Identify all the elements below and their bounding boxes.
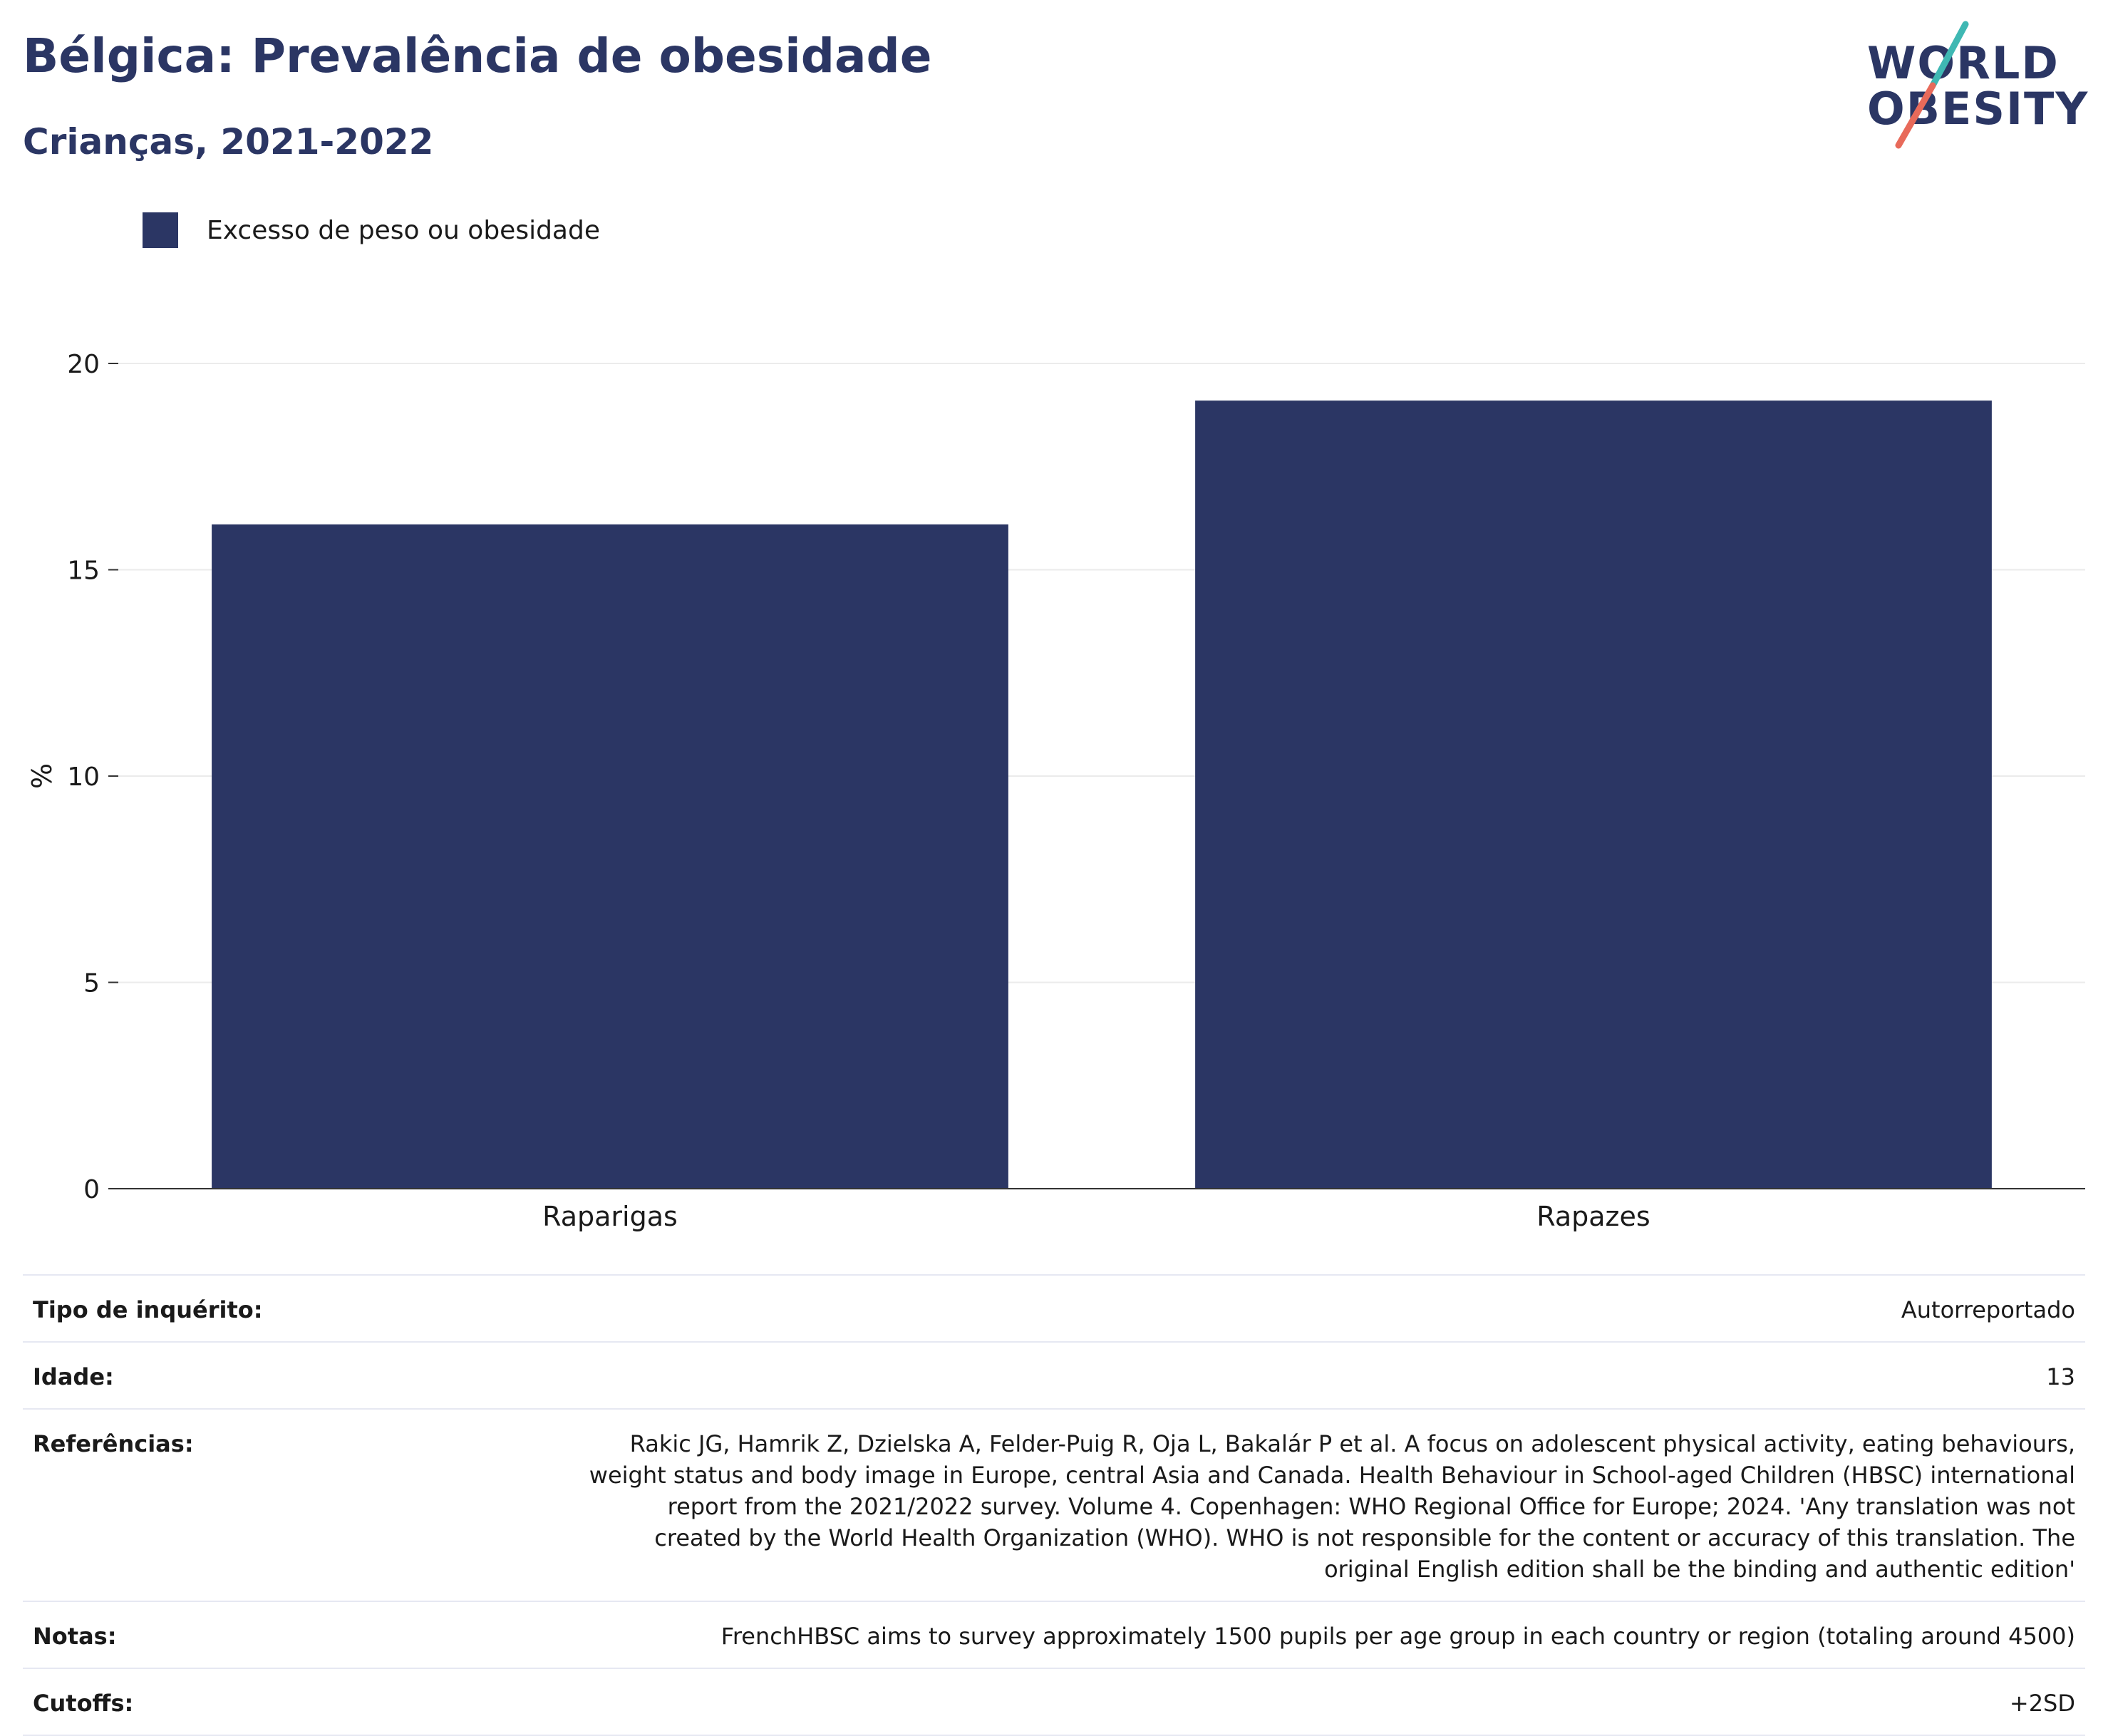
legend-swatch — [143, 212, 178, 248]
info-row-survey-type: Tipo de inquérito: Autorreportado — [23, 1276, 2085, 1343]
y-axis-label: % — [26, 763, 58, 789]
info-label: Cutoffs: — [33, 1690, 134, 1717]
y-tick-label: 0 — [83, 1175, 100, 1204]
bar-chart: 0 5 10 15 20% Raparigas Rapazes — [26, 350, 2085, 1232]
chart-title: Bélgica: Prevalência de obesidade — [23, 29, 932, 83]
info-row-references: Referências: Rakic JG, Hamrik Z, Dzielsk… — [23, 1410, 2085, 1602]
bar — [1195, 401, 1992, 1189]
info-label: Referências: — [33, 1430, 194, 1457]
bar — [212, 524, 1008, 1189]
world-obesity-logo: WORLD OBESITY — [1853, 20, 2095, 155]
chart-subtitle: Crianças, 2021-2022 — [23, 121, 434, 162]
info-value: 13 — [2046, 1363, 2075, 1390]
info-value: Rakic JG, Hamrik Z, Dzielska A, Felder-P… — [589, 1430, 2075, 1583]
legend-label: Excesso de peso ou obesidade — [207, 215, 600, 245]
logo-word-world: WORLD — [1867, 37, 2060, 89]
info-label: Notas: — [33, 1623, 117, 1650]
y-tick-label: 15 — [67, 557, 100, 586]
info-value: Autorreportado — [1901, 1296, 2075, 1323]
info-row-notes: Notas: FrenchHBSC aims to survey approxi… — [23, 1602, 2085, 1669]
info-label: Tipo de inquérito: — [33, 1296, 263, 1323]
y-tick-label: 10 — [67, 763, 100, 792]
info-row-age: Idade: 13 — [23, 1343, 2085, 1410]
info-label: Idade: — [33, 1363, 114, 1390]
logo-slash-icon — [1895, 21, 1969, 149]
x-tick-label: Rapazes — [1536, 1201, 1650, 1232]
y-tick-label: 20 — [67, 350, 100, 379]
chart-legend: Excesso de peso ou obesidade — [143, 212, 600, 248]
info-table: Tipo de inquérito: Autorreportado Idade:… — [23, 1274, 2085, 1736]
info-value: +2SD — [2009, 1690, 2075, 1717]
x-tick-label: Raparigas — [542, 1201, 678, 1232]
y-tick-label: 5 — [83, 969, 100, 998]
info-value: FrenchHBSC aims to survey approximately … — [720, 1623, 2075, 1650]
logo-word-obesity: OBESITY — [1867, 83, 2089, 135]
